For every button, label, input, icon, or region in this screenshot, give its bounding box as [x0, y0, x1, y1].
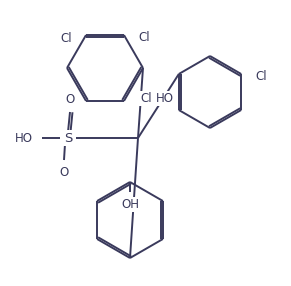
Text: Cl: Cl [60, 31, 72, 45]
Text: HO: HO [15, 132, 33, 144]
Text: OH: OH [121, 198, 139, 211]
Text: HO: HO [156, 92, 174, 105]
Text: S: S [64, 132, 72, 144]
Text: Cl: Cl [255, 69, 267, 82]
Text: O: O [59, 166, 69, 179]
Text: Cl: Cl [138, 31, 150, 43]
Text: Cl: Cl [140, 92, 152, 106]
Text: O: O [65, 93, 74, 106]
